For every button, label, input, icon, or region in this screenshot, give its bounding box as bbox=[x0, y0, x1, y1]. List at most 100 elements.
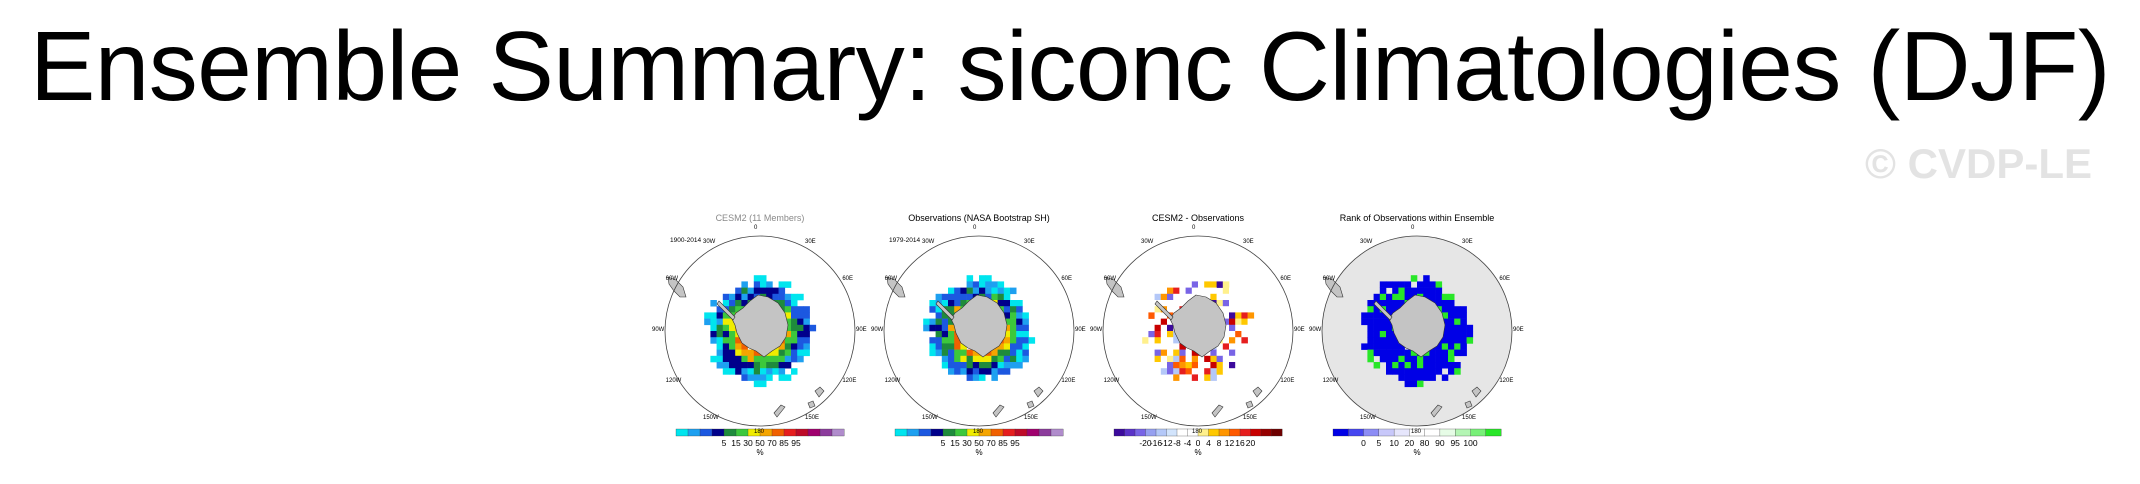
ice-cell bbox=[778, 368, 786, 375]
colorbar-swatch bbox=[711, 428, 725, 437]
ice-cell bbox=[941, 300, 949, 307]
ice-cell bbox=[1404, 349, 1412, 357]
ice-cell bbox=[722, 343, 730, 350]
ice-cell bbox=[1179, 293, 1186, 301]
ice-cell bbox=[1179, 287, 1186, 295]
colorbar-swatch bbox=[1026, 428, 1040, 437]
ice-cell bbox=[1003, 343, 1011, 350]
ice-cell bbox=[791, 312, 798, 319]
colorbar-swatch bbox=[1002, 428, 1016, 437]
colorbar-swatch bbox=[675, 428, 689, 437]
ice-cell bbox=[1379, 300, 1387, 307]
ice-cell bbox=[1392, 281, 1399, 288]
ice-cell bbox=[1417, 355, 1424, 363]
ice-cell bbox=[1154, 343, 1162, 350]
ice-cell bbox=[1241, 331, 1248, 338]
ice-cell bbox=[1154, 362, 1162, 369]
ice-cell bbox=[716, 337, 724, 344]
ice-cell bbox=[766, 355, 773, 363]
ice-cell bbox=[1435, 362, 1443, 369]
colorbar-swatch bbox=[1218, 428, 1230, 437]
ice-cell bbox=[1154, 331, 1162, 338]
ice-cell bbox=[966, 374, 974, 381]
colorbar-swatch bbox=[1485, 428, 1502, 437]
longitude-label: 150E bbox=[1024, 415, 1039, 422]
ice-cell bbox=[1367, 355, 1374, 363]
ice-cell bbox=[1191, 281, 1199, 288]
ice-cell bbox=[1423, 275, 1430, 282]
colorbar-swatch bbox=[1378, 428, 1395, 437]
ice-cell bbox=[1235, 337, 1242, 344]
ice-cell bbox=[784, 324, 792, 332]
ice-cell bbox=[1173, 374, 1180, 381]
longitude-label: 120W bbox=[1103, 378, 1120, 384]
ice-cell bbox=[735, 287, 742, 295]
colorbar-tick-label: 85 bbox=[779, 438, 789, 448]
ice-cell bbox=[784, 281, 792, 288]
ice-cell bbox=[722, 349, 730, 357]
ice-cell bbox=[1204, 362, 1211, 369]
ice-cell bbox=[1379, 355, 1387, 363]
ice-cell bbox=[1160, 355, 1168, 363]
ice-cell bbox=[1373, 331, 1381, 338]
tasmania-land bbox=[1026, 400, 1035, 409]
ice-cell bbox=[747, 293, 755, 301]
ice-cell bbox=[1386, 324, 1393, 332]
ice-cell bbox=[929, 306, 936, 313]
ice-cell bbox=[1454, 312, 1461, 319]
ice-cell bbox=[1404, 362, 1412, 369]
ice-cell bbox=[948, 349, 955, 357]
colorbar-tick-label: 30 bbox=[962, 438, 972, 448]
ice-cell bbox=[1010, 318, 1017, 326]
ice-cell bbox=[722, 331, 730, 338]
ice-cell bbox=[1398, 374, 1405, 381]
ice-cell bbox=[722, 318, 730, 326]
ice-cell bbox=[966, 368, 974, 375]
ice-cell bbox=[1367, 312, 1374, 319]
ice-cell bbox=[1373, 312, 1381, 319]
ice-cell bbox=[1448, 355, 1455, 363]
longitude-label: 180 bbox=[1411, 429, 1422, 435]
colorbar-swatch bbox=[1176, 428, 1188, 437]
peninsula-land bbox=[1154, 300, 1174, 321]
ice-cell bbox=[1191, 355, 1199, 363]
ice-cell bbox=[1373, 306, 1381, 313]
colorbar-swatch bbox=[1239, 428, 1251, 437]
ice-cell bbox=[1198, 380, 1205, 388]
ice-cell bbox=[979, 355, 986, 363]
ice-cell bbox=[997, 293, 1005, 301]
colorbar-tick-label: 12 bbox=[1224, 438, 1235, 448]
ice-cell bbox=[1398, 343, 1405, 350]
ice-cell bbox=[1460, 337, 1467, 344]
colorbar-swatch bbox=[771, 428, 785, 437]
ice-cell bbox=[722, 293, 730, 301]
colorbar-tick-label: 5 bbox=[1376, 438, 1382, 448]
ice-cell bbox=[929, 343, 936, 350]
ice-cell bbox=[1204, 368, 1211, 375]
ice-cell bbox=[1410, 275, 1418, 282]
ice-cell bbox=[1435, 343, 1443, 350]
colorbar-tick-label: 95 bbox=[1010, 438, 1020, 448]
ice-cell bbox=[1010, 343, 1017, 350]
ice-cell bbox=[991, 368, 998, 375]
ice-cell bbox=[741, 287, 748, 295]
ice-cell bbox=[760, 380, 767, 388]
colorbar-tick-label: 4 bbox=[1206, 438, 1211, 448]
ice-cell bbox=[791, 324, 798, 332]
ice-cell bbox=[766, 281, 773, 288]
longitude-label: 150W bbox=[703, 415, 719, 422]
ice-cell bbox=[1022, 343, 1029, 350]
longitude-label: 120W bbox=[665, 378, 682, 384]
ice-cell bbox=[797, 331, 804, 338]
colorbar-swatch bbox=[1424, 428, 1441, 437]
ice-cell bbox=[972, 368, 980, 375]
ice-cell bbox=[1454, 318, 1461, 326]
ice-cell bbox=[784, 318, 792, 326]
panel-period: 1900-2014 bbox=[670, 237, 702, 244]
ice-cell bbox=[966, 349, 974, 357]
ice-cell bbox=[784, 374, 792, 381]
colorbar-tick-label: 95 bbox=[791, 438, 801, 448]
ice-cell bbox=[735, 355, 742, 363]
ice-cell bbox=[1222, 349, 1230, 357]
longitude-label: 60E bbox=[1280, 276, 1292, 282]
